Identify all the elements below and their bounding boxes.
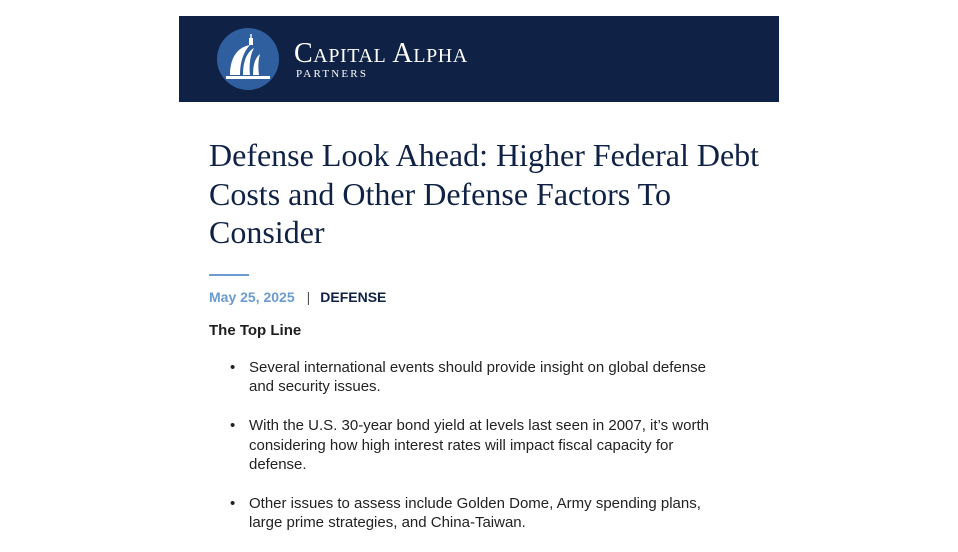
article-title: Defense Look Ahead: Higher Federal Debt … xyxy=(209,137,760,250)
list-item: • With the U.S. 30-year bond yield at le… xyxy=(209,416,749,474)
list-item-text: Other issues to assess include Golden Do… xyxy=(249,495,701,532)
list-item-text: Several international events should prov… xyxy=(249,359,706,396)
bullet-icon: • xyxy=(230,417,236,435)
publish-date: May 25, 2025 xyxy=(209,289,295,305)
category-label[interactable]: DEFENSE xyxy=(320,289,387,305)
list-item: • Other issues to assess include Golden … xyxy=(209,494,749,532)
bullet-icon: • xyxy=(230,359,236,376)
article-meta: May 25, 2025 | DEFENSE xyxy=(209,288,386,306)
top-line-list: • Several international events should pr… xyxy=(209,358,749,552)
brand-header: Capital Alpha PARTNERS xyxy=(179,16,779,102)
bullet-icon: • xyxy=(230,495,236,513)
list-item: • Several international events should pr… xyxy=(209,358,749,396)
brand-name: Capital Alpha xyxy=(294,38,468,69)
capitol-dome-icon xyxy=(216,27,280,91)
meta-separator: | xyxy=(306,289,311,305)
title-divider xyxy=(209,274,249,276)
list-item-text: With the U.S. 30-year bond yield at leve… xyxy=(249,417,709,473)
brand-subtitle: PARTNERS xyxy=(296,68,369,80)
section-heading: The Top Line xyxy=(209,322,302,339)
